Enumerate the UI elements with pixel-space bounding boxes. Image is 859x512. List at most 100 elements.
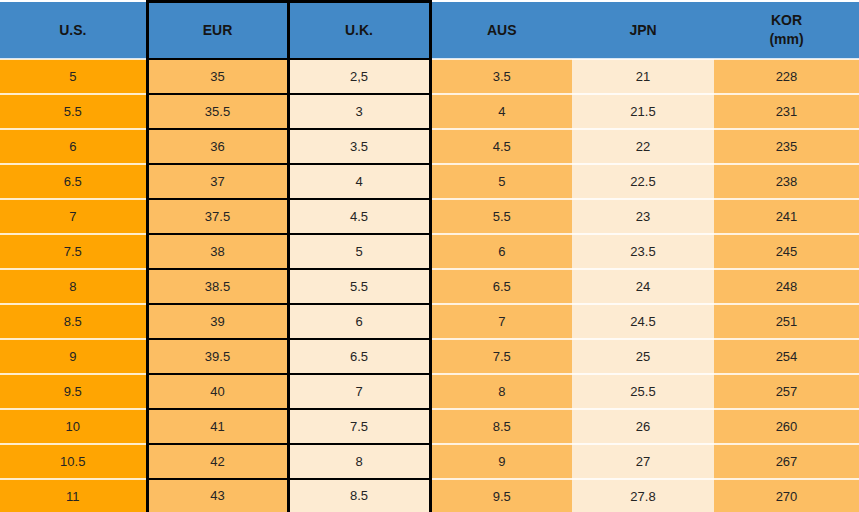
cell-us: 9.5 bbox=[0, 374, 147, 409]
table-header: U.S. EUR U.K. AUS JPN KOR (mm) bbox=[0, 2, 859, 59]
table-row: 6363.54.522235 bbox=[0, 129, 859, 164]
header-cell-aus: AUS bbox=[430, 2, 572, 59]
cell-aus: 9 bbox=[430, 444, 572, 479]
shoe-size-conversion-chart: U.S. EUR U.K. AUS JPN KOR (mm) bbox=[0, 0, 859, 512]
cell-jpn: 22 bbox=[572, 129, 714, 164]
header-cell-eur: EUR bbox=[147, 2, 288, 59]
cell-us: 5.5 bbox=[0, 94, 147, 129]
table-row: 11438.59.527.8270 bbox=[0, 479, 859, 512]
header-label-us: U.S. bbox=[59, 22, 86, 38]
cell-kor: 248 bbox=[714, 269, 859, 304]
header-label-jpn: JPN bbox=[629, 22, 656, 38]
cell-aus: 7 bbox=[430, 304, 572, 339]
cell-jpn: 26 bbox=[572, 409, 714, 444]
cell-us: 6.5 bbox=[0, 164, 147, 199]
cell-aus: 9.5 bbox=[430, 479, 572, 512]
cell-kor: 245 bbox=[714, 234, 859, 269]
cell-us: 10.5 bbox=[0, 444, 147, 479]
cell-kor: 235 bbox=[714, 129, 859, 164]
cell-us: 8 bbox=[0, 269, 147, 304]
header-sublabel-kor-unit: (mm) bbox=[714, 30, 859, 49]
cell-uk: 3 bbox=[288, 94, 430, 129]
header-cell-jpn: JPN bbox=[572, 2, 714, 59]
cell-kor: 251 bbox=[714, 304, 859, 339]
cell-eur: 39.5 bbox=[147, 339, 288, 374]
cell-jpn: 24.5 bbox=[572, 304, 714, 339]
cell-uk: 4 bbox=[288, 164, 430, 199]
cell-aus: 6.5 bbox=[430, 269, 572, 304]
cell-jpn: 22.5 bbox=[572, 164, 714, 199]
table-row: 10417.58.526260 bbox=[0, 409, 859, 444]
cell-kor: 238 bbox=[714, 164, 859, 199]
cell-aus: 5.5 bbox=[430, 199, 572, 234]
table-row: 8.5396724.5251 bbox=[0, 304, 859, 339]
table-row: 737.54.55.523241 bbox=[0, 199, 859, 234]
header-label-uk: U.K. bbox=[345, 22, 373, 38]
cell-uk: 2,5 bbox=[288, 59, 430, 94]
table-row: 939.56.57.525254 bbox=[0, 339, 859, 374]
header-row: U.S. EUR U.K. AUS JPN KOR (mm) bbox=[0, 2, 859, 59]
header-cell-us: U.S. bbox=[0, 2, 147, 59]
cell-eur: 42 bbox=[147, 444, 288, 479]
cell-eur: 40 bbox=[147, 374, 288, 409]
table-row: 838.55.56.524248 bbox=[0, 269, 859, 304]
shoe-size-table: U.S. EUR U.K. AUS JPN KOR (mm) bbox=[0, 0, 859, 512]
cell-jpn: 27.8 bbox=[572, 479, 714, 512]
header-label-eur: EUR bbox=[203, 22, 233, 38]
cell-aus: 6 bbox=[430, 234, 572, 269]
header-label-kor: KOR bbox=[714, 11, 859, 30]
table-row: 10.5428927267 bbox=[0, 444, 859, 479]
cell-uk: 3.5 bbox=[288, 129, 430, 164]
cell-kor: 260 bbox=[714, 409, 859, 444]
cell-us: 8.5 bbox=[0, 304, 147, 339]
cell-kor: 231 bbox=[714, 94, 859, 129]
cell-aus: 4.5 bbox=[430, 129, 572, 164]
cell-aus: 5 bbox=[430, 164, 572, 199]
table-row: 7.5385623.5245 bbox=[0, 234, 859, 269]
cell-eur: 36 bbox=[147, 129, 288, 164]
cell-eur: 38 bbox=[147, 234, 288, 269]
cell-us: 5 bbox=[0, 59, 147, 94]
cell-uk: 7 bbox=[288, 374, 430, 409]
cell-aus: 8 bbox=[430, 374, 572, 409]
cell-kor: 254 bbox=[714, 339, 859, 374]
cell-aus: 8.5 bbox=[430, 409, 572, 444]
cell-aus: 4 bbox=[430, 94, 572, 129]
cell-jpn: 23 bbox=[572, 199, 714, 234]
cell-aus: 3.5 bbox=[430, 59, 572, 94]
cell-us: 7.5 bbox=[0, 234, 147, 269]
cell-jpn: 23.5 bbox=[572, 234, 714, 269]
table-row: 5352,53.521228 bbox=[0, 59, 859, 94]
cell-jpn: 27 bbox=[572, 444, 714, 479]
cell-jpn: 25.5 bbox=[572, 374, 714, 409]
cell-uk: 4.5 bbox=[288, 199, 430, 234]
cell-uk: 6.5 bbox=[288, 339, 430, 374]
cell-aus: 7.5 bbox=[430, 339, 572, 374]
cell-us: 6 bbox=[0, 129, 147, 164]
header-cell-kor: KOR (mm) bbox=[714, 2, 859, 59]
cell-eur: 43 bbox=[147, 479, 288, 512]
table-row: 6.5374522.5238 bbox=[0, 164, 859, 199]
cell-kor: 257 bbox=[714, 374, 859, 409]
cell-uk: 5 bbox=[288, 234, 430, 269]
cell-uk: 5.5 bbox=[288, 269, 430, 304]
cell-jpn: 25 bbox=[572, 339, 714, 374]
header-label-aus: AUS bbox=[487, 22, 517, 38]
cell-kor: 228 bbox=[714, 59, 859, 94]
cell-eur: 35.5 bbox=[147, 94, 288, 129]
cell-kor: 267 bbox=[714, 444, 859, 479]
cell-eur: 37 bbox=[147, 164, 288, 199]
cell-jpn: 21 bbox=[572, 59, 714, 94]
cell-kor: 241 bbox=[714, 199, 859, 234]
header-cell-uk: U.K. bbox=[288, 2, 430, 59]
cell-us: 11 bbox=[0, 479, 147, 512]
cell-eur: 39 bbox=[147, 304, 288, 339]
cell-us: 7 bbox=[0, 199, 147, 234]
cell-eur: 41 bbox=[147, 409, 288, 444]
cell-jpn: 24 bbox=[572, 269, 714, 304]
cell-kor: 270 bbox=[714, 479, 859, 512]
cell-uk: 7.5 bbox=[288, 409, 430, 444]
cell-us: 10 bbox=[0, 409, 147, 444]
cell-jpn: 21.5 bbox=[572, 94, 714, 129]
cell-uk: 8 bbox=[288, 444, 430, 479]
